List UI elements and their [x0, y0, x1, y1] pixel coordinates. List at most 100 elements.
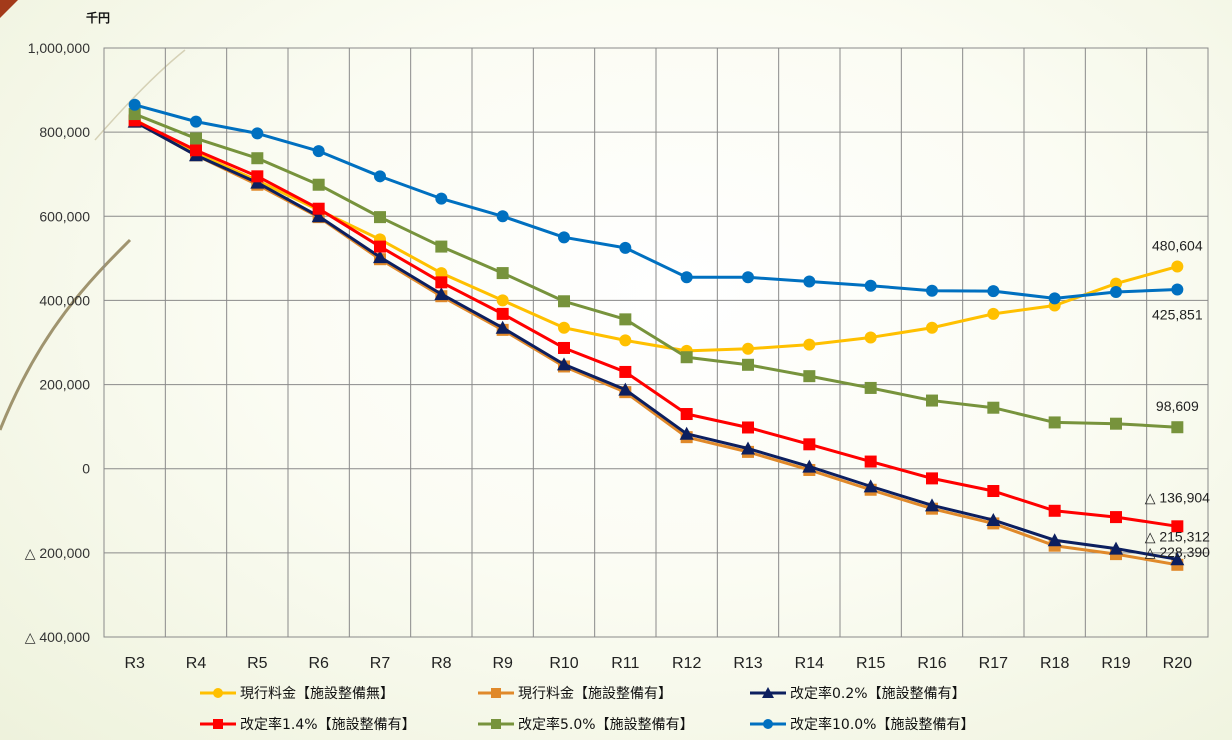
data-label: 425,851 — [1152, 307, 1203, 323]
x-tick-label: R4 — [186, 655, 207, 672]
series-line — [134, 112, 1178, 429]
y-tick-label: 1,000,000 — [28, 40, 90, 56]
circle-marker — [128, 98, 141, 111]
square-marker — [435, 240, 448, 253]
triangle-marker — [495, 320, 510, 334]
circle-marker — [1171, 283, 1184, 296]
circle-marker — [1171, 260, 1184, 273]
legend-item: 改定率0.2%【施設整備有】 — [750, 685, 966, 702]
corner-accent-shape — [0, 0, 18, 18]
square-marker — [251, 170, 264, 183]
square-marker — [374, 211, 386, 224]
x-tick-label: R19 — [1101, 655, 1130, 672]
x-tick-label: R20 — [1163, 655, 1192, 672]
legend-item: 改定率10.0%【施設整備有】 — [750, 716, 974, 733]
series-4 — [128, 114, 1184, 533]
legend-item: 改定率1.4%【施設整備有】 — [200, 716, 416, 733]
triangle-marker — [618, 382, 633, 396]
x-axis-ticks: R3 R4 R5 R6 R7 R8 R9 R10 R11 R12 R13 R14 R15 R16 R17 R1… — [124, 655, 1192, 672]
square-marker — [190, 132, 202, 145]
legend-label: 現行料金【施設整備有】 — [518, 686, 672, 702]
circle-marker — [619, 334, 632, 347]
circle-marker — [803, 338, 816, 351]
x-tick-label: R17 — [979, 655, 1008, 672]
circle-marker — [864, 279, 877, 292]
triangle-marker — [679, 426, 694, 440]
circle-marker — [803, 275, 816, 288]
square-marker — [491, 688, 501, 698]
square-marker — [312, 178, 325, 191]
circle-marker — [1048, 292, 1061, 305]
x-tick-label: R5 — [247, 655, 268, 672]
decorative-curve-light — [94, 49, 186, 141]
x-tick-label: R18 — [1040, 655, 1069, 672]
y-axis-unit: 千円 — [86, 10, 110, 25]
square-marker — [1048, 504, 1061, 517]
series-line — [134, 103, 1178, 300]
circle-marker — [680, 271, 693, 284]
legend: 現行料金【施設整備無】 現行料金【施設整備有】 改定率0.2%【施設整備有】改定率1… — [200, 685, 974, 733]
y-tick-label: 600,000 — [39, 208, 90, 224]
square-marker — [1110, 511, 1122, 524]
x-tick-label: R8 — [431, 655, 452, 672]
y-tick-label: 0 — [82, 461, 90, 477]
square-marker — [558, 341, 570, 354]
square-marker — [680, 351, 693, 364]
decorative-curve — [0, 238, 132, 431]
circle-marker — [926, 284, 938, 297]
triangle-marker — [986, 513, 1001, 527]
circle-marker — [1110, 277, 1122, 290]
square-marker — [1048, 416, 1061, 429]
circle-marker — [763, 719, 773, 729]
square-marker — [987, 401, 1000, 414]
legend-label: 改定率1.4%【施設整備有】 — [240, 716, 416, 733]
x-tick-label: R13 — [733, 655, 762, 672]
square-marker — [496, 267, 509, 280]
square-marker — [374, 240, 386, 253]
circle-marker — [312, 145, 325, 158]
circle-marker — [496, 210, 509, 223]
legend-label: 改定率5.0%【施設整備有】 — [518, 716, 694, 733]
circle-marker — [742, 342, 754, 355]
square-marker — [803, 438, 816, 451]
square-marker — [864, 455, 877, 468]
data-label: △ 136,904 — [1145, 489, 1210, 505]
triangle-marker — [1170, 552, 1185, 566]
series-layer — [127, 98, 1185, 571]
circle-marker — [496, 294, 509, 307]
circle-marker — [619, 241, 632, 254]
triangle-marker — [1109, 541, 1123, 555]
circle-marker — [213, 688, 223, 698]
circle-marker — [435, 192, 448, 205]
circle-marker — [1110, 286, 1122, 299]
triangle-marker — [863, 479, 878, 493]
x-tick-label: R3 — [124, 655, 145, 672]
y-tick-label: △ 400,000 — [25, 629, 90, 645]
y-tick-label: 800,000 — [39, 124, 90, 140]
square-marker — [251, 152, 264, 165]
square-marker — [926, 394, 938, 407]
square-marker — [619, 365, 632, 378]
circle-marker — [251, 127, 264, 140]
legend-label: 現行料金【施設整備無】 — [240, 686, 394, 702]
square-marker — [491, 719, 501, 729]
series-line — [134, 119, 1178, 528]
legend-item: 改定率5.0%【施設整備有】 — [478, 716, 694, 733]
triangle-marker — [762, 687, 774, 698]
triangle-marker — [557, 357, 571, 371]
square-marker — [1171, 421, 1184, 434]
data-labels: 480,604 425,851 98,609 △ 136,904 △ 215,312△ … — [1145, 238, 1210, 560]
square-marker — [803, 370, 816, 383]
triangle-marker — [311, 209, 326, 223]
square-marker — [558, 295, 570, 308]
circle-marker — [742, 271, 754, 284]
square-marker — [864, 381, 877, 394]
data-label: 98,609 — [1156, 398, 1199, 414]
series-5 — [128, 108, 1184, 434]
series-6 — [128, 98, 1184, 305]
circle-marker — [987, 285, 1000, 298]
circle-marker — [558, 321, 570, 334]
y-axis-ticks: 1,000,000 800,000 600,000 400,000 200,000 0 △ … — [25, 40, 90, 645]
square-marker — [987, 485, 1000, 498]
